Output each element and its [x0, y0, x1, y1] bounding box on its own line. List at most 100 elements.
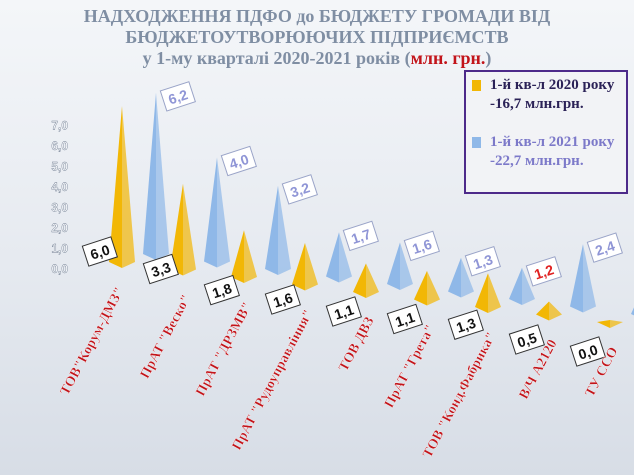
bar-2021-0-right-face	[156, 92, 169, 260]
data-label-2021-3: 1,7	[342, 220, 379, 252]
bar-2020-5-left-face	[414, 270, 427, 306]
bar-2020-8-left-face	[597, 320, 610, 328]
bar-2021-1-right-face	[217, 157, 230, 268]
data-label-2021-6-text: 1,2	[532, 261, 556, 282]
y-tick-label: 4,0	[51, 180, 68, 194]
data-label-2021-1-box	[220, 145, 257, 177]
data-label-2020-5-box	[386, 303, 423, 335]
data-label-2020-6: 1,3	[447, 309, 484, 340]
title-unit: млн. грн.	[410, 48, 486, 68]
data-label-2021-4-box	[403, 230, 440, 262]
y-tick-label: 7,0	[51, 119, 68, 133]
bar-2020-0-left-face	[109, 106, 122, 268]
data-label-2020-2-text: 1,8	[210, 280, 234, 301]
data-label-2021-6-box	[525, 256, 562, 287]
data-label-2021-7-box	[586, 232, 623, 263]
data-label-2020-4-box	[325, 296, 362, 327]
data-label-2020-3: 1,6	[264, 284, 301, 315]
bar-2021-0-left-face	[143, 92, 156, 260]
bar-2020-6-right-face	[488, 273, 501, 313]
title-line-2: БЮДЖЕТОУТВОРЮЮЧИХ ПІДПРИЄМСТВ	[125, 27, 509, 47]
bar-2020-7-left-face	[536, 301, 549, 321]
data-label-2020-7-text: 0,5	[515, 329, 539, 350]
category-label-5: ПрАТ "Грета"	[382, 322, 438, 410]
data-label-2020-8-box	[569, 336, 606, 367]
bar-2021-4-right-face	[400, 242, 413, 290]
legend-label-2021: 1-й кв-л 2021 року -22,7 млн.грн.	[490, 134, 615, 169]
data-label-2020-3-box	[264, 284, 301, 315]
bar-2021-3-left-face	[326, 232, 339, 283]
data-label-2020-8-text: 0,0	[576, 341, 600, 362]
bar-2020-0-right-face	[122, 106, 135, 268]
data-label-2021-4: 1,6	[403, 230, 440, 262]
data-label-2021-2-box	[281, 174, 318, 205]
bar-2021-5-left-face	[448, 257, 461, 298]
category-label-0: ТОВ"Корум-ДМЗ"	[58, 285, 128, 398]
data-label-2020-8: 0,0	[569, 336, 606, 367]
bar-2020-3-left-face	[292, 242, 305, 291]
data-label-2020-6-text: 1,3	[454, 314, 478, 335]
data-label-2021-1: 4,0	[220, 145, 257, 177]
bar-2020-4-right-face	[366, 263, 379, 298]
title-line-3-text: у 1-му кварталі 2020-2021 років (	[142, 48, 411, 68]
legend-label-2020: 1-й кв-л 2020 року -16,7 млн.грн.	[490, 77, 615, 112]
data-label-2020-1-text: 3,3	[149, 259, 173, 280]
data-label-2020-0-text: 6,0	[88, 241, 112, 262]
data-label-2020-1: 3,3	[142, 253, 179, 285]
legend-swatch-2021	[472, 137, 481, 148]
data-label-2020-7-box	[508, 324, 545, 355]
bar-2021-5-right-face	[461, 257, 474, 298]
data-label-2021-2-text: 3,2	[288, 179, 312, 200]
data-label-2021-7-text: 2,4	[593, 237, 617, 258]
data-label-2020-2: 1,8	[203, 274, 240, 306]
bar-2021-1-left-face	[204, 157, 217, 268]
bar-2020-1-left-face	[170, 183, 183, 276]
title-close: )	[485, 48, 492, 68]
chart-title: НАДХОДЖЕННЯ ПДФО до БЮДЖЕТУ ГРОМАДИ ВІД …	[0, 6, 634, 69]
data-label-2021-1-text: 4,0	[227, 151, 251, 172]
data-label-2020-4-text: 1,1	[332, 301, 356, 322]
data-label-2020-0: 6,0	[81, 236, 118, 267]
bar-2020-4-left-face	[353, 263, 366, 298]
data-label-2021-2: 3,2	[281, 174, 318, 205]
bar-2020-5-right-face	[427, 270, 440, 306]
y-tick-label: 1,0	[51, 242, 68, 256]
data-label-2020-0-box	[81, 236, 118, 267]
bar-2020-8-right-face	[610, 320, 623, 328]
data-label-2020-7: 0,5	[508, 324, 545, 355]
y-tick-label: 2,0	[51, 221, 68, 235]
data-label-2021-5: 1,3	[464, 245, 501, 277]
title-line-1: НАДХОДЖЕННЯ ПДФО до БЮДЖЕТУ ГРОМАДИ ВІД	[83, 6, 551, 26]
y-tick-label: 6,0	[51, 139, 68, 153]
bar-2020-6-left-face	[475, 273, 488, 313]
bar-2021-3-right-face	[339, 232, 352, 283]
data-label-2020-5: 1,1	[386, 303, 423, 335]
category-label-1: ПрАТ "Веско"	[138, 292, 195, 381]
data-label-2021-3-box	[342, 220, 379, 252]
bar-2020-2-right-face	[244, 230, 257, 283]
data-label-2021-6: 1,2	[525, 256, 562, 287]
data-label-2021-7: 2,4	[586, 232, 623, 263]
data-label-2020-3-text: 1,6	[271, 289, 295, 310]
bar-2021-6-left-face	[509, 267, 522, 305]
category-label-2: ПрАТ "ДРЗМВ"	[193, 300, 255, 399]
data-label-2020-5-text: 1,1	[393, 309, 417, 330]
category-label-4: ТОВ ДВЗ	[336, 315, 377, 374]
data-label-2021-0-text: 6,2	[166, 86, 190, 107]
title-line-3: у 1-му кварталі 2020-2021 років (млн. гр…	[0, 48, 634, 69]
bar-2021-2-left-face	[265, 185, 278, 275]
data-label-2021-0-box	[159, 81, 196, 112]
legend-swatch-2020	[472, 80, 481, 91]
legend: 1-й кв-л 2020 року -16,7 млн.грн. 1-й кв…	[464, 70, 628, 194]
y-tick-label: 3,0	[51, 201, 68, 215]
data-label-2020-1-box	[142, 253, 179, 285]
y-tick-label: 5,0	[51, 160, 68, 174]
bar-2021-8-left-face	[631, 307, 634, 316]
data-label-2021-5-text: 1,3	[471, 251, 495, 272]
bar-2020-1-right-face	[183, 183, 196, 276]
bar-2021-6-right-face	[522, 267, 535, 305]
bar-2021-7-left-face	[570, 244, 583, 313]
bar-2020-2-left-face	[231, 230, 244, 283]
y-tick-label: 0,0	[51, 262, 68, 276]
